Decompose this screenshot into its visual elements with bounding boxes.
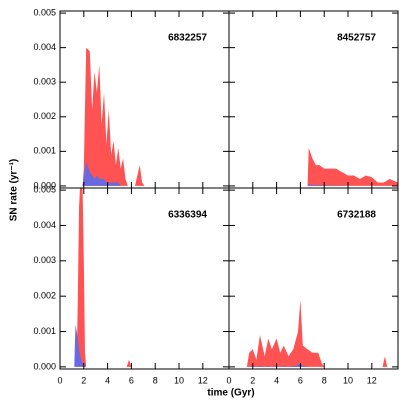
x-tick-label: 8 xyxy=(322,375,327,385)
panel-label: 6336394 xyxy=(168,210,207,221)
x-tick-label: 4 xyxy=(274,375,279,385)
area-red xyxy=(229,147,398,186)
x-tick-label: 6 xyxy=(129,375,134,385)
x-tick-label: 10 xyxy=(174,375,184,385)
x-tick-label: 2 xyxy=(81,375,86,385)
y-tick-label: 0.005 xyxy=(33,7,56,17)
area-red xyxy=(229,299,398,367)
panel-plot xyxy=(60,188,229,367)
panel-plot xyxy=(229,147,398,186)
area-red xyxy=(60,47,229,186)
y-tick-label: 0.003 xyxy=(33,255,56,265)
x-tick-label: 0 xyxy=(226,375,231,385)
y-tick-label: 0.003 xyxy=(33,77,56,87)
area-blue xyxy=(229,184,398,186)
y-axis-label: SN rate (yr⁻¹) xyxy=(9,159,20,222)
y-tick-label: 0.001 xyxy=(33,326,56,336)
x-axis-label: time (Gyr) xyxy=(207,388,254,399)
panel-label: 8452757 xyxy=(337,33,376,44)
panel-label: 6832257 xyxy=(168,33,207,44)
x-tick-label: 12 xyxy=(198,375,208,385)
panel-plot xyxy=(60,47,229,186)
x-tick-label: 12 xyxy=(367,375,377,385)
x-tick-label: 10 xyxy=(343,375,353,385)
y-tick-label: 0.001 xyxy=(33,146,56,156)
x-tick-label: 8 xyxy=(153,375,158,385)
panel-label: 6732188 xyxy=(337,210,376,221)
x-tick-label: 4 xyxy=(105,375,110,385)
y-tick-label: 0.000 xyxy=(33,361,56,371)
y-tick-label: 0.005 xyxy=(33,184,56,194)
y-tick-label: 0.004 xyxy=(33,42,56,52)
area-blue xyxy=(60,161,229,186)
panel-plot xyxy=(229,299,398,367)
x-tick-label: 6 xyxy=(298,375,303,385)
x-tick-label: 2 xyxy=(250,375,255,385)
y-tick-label: 0.004 xyxy=(33,220,56,230)
x-tick-label: 0 xyxy=(57,375,62,385)
area-blue xyxy=(60,324,229,367)
y-tick-label: 0.002 xyxy=(33,111,56,121)
y-tick-label: 0.000 xyxy=(33,180,56,190)
panel-frame xyxy=(228,187,399,370)
y-tick-label: 0.002 xyxy=(33,291,56,301)
